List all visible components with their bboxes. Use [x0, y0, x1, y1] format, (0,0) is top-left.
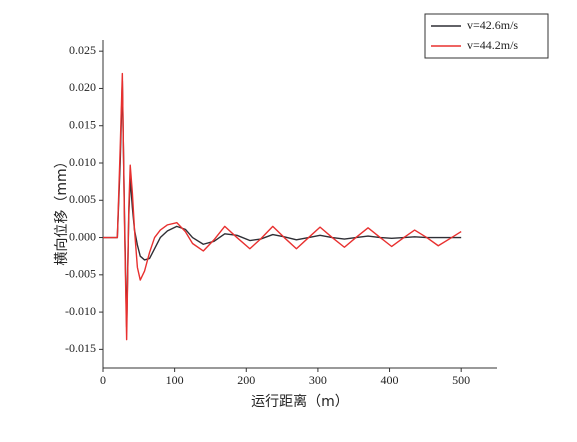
x-tick-label: 400 [381, 373, 399, 387]
y-tick-label: 0.025 [69, 43, 96, 57]
x-tick-label: 0 [100, 373, 106, 387]
x-tick-label: 300 [309, 373, 327, 387]
x-axis-title: 运行距离（m） [251, 393, 349, 410]
series-line [103, 80, 462, 328]
legend-label: v=42.6m/s [467, 18, 518, 32]
y-tick-label: 0.005 [69, 192, 96, 206]
y-tick-label: 0.000 [69, 229, 96, 243]
legend-label: v=44.2m/s [467, 38, 518, 52]
y-tick-label: -0.010 [65, 304, 96, 318]
series-line [103, 72, 462, 341]
legend-box [424, 13, 549, 59]
x-tick-label: 500 [452, 373, 470, 387]
y-tick-label: 0.020 [69, 80, 96, 94]
y-tick-label: 0.010 [69, 155, 96, 169]
y-tick-label: -0.015 [65, 341, 96, 355]
y-tick-label: -0.005 [65, 267, 96, 281]
x-tick-label: 200 [237, 373, 255, 387]
y-axis-title: 横向位移（mm） [54, 154, 70, 265]
y-tick-label: 0.015 [69, 117, 96, 131]
x-tick-label: 100 [166, 373, 184, 387]
